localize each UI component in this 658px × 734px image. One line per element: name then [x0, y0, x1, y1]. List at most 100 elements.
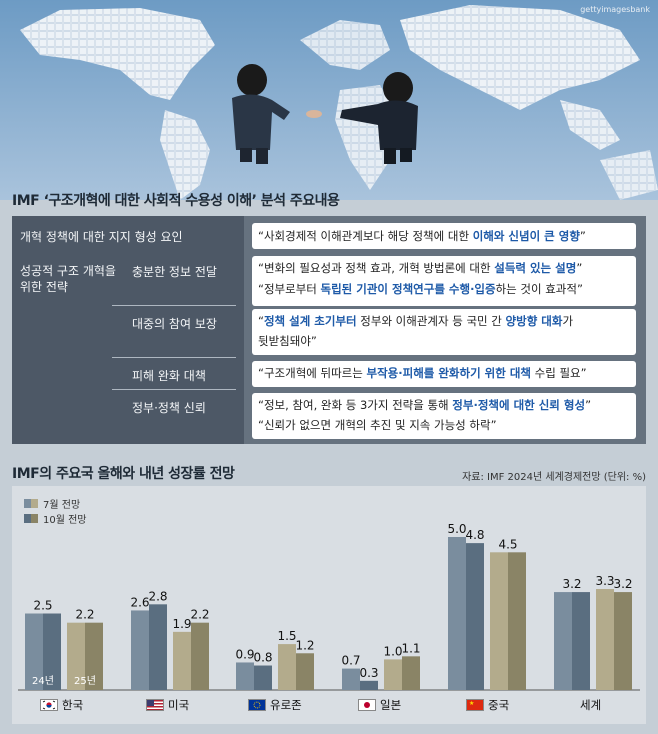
bar-0-2 [67, 622, 85, 690]
quote-text: “변화의 필요성과 정책 효과, 개혁 방법론에 대한 [258, 261, 495, 275]
section-title-reform-analysis: IMF ‘구조개혁에 대한 사회적 수용성 이해’ 분석 주요내용 [12, 193, 340, 209]
data-label: 1.5 [277, 629, 296, 643]
quote-text: ” [585, 398, 592, 412]
strategy-item-trust: 정부·정책 신뢰 [132, 401, 206, 415]
strategy-quote-trust: “정보, 참여, 완화 등 3가지 전략을 통해 정부·정책에 대한 신뢰 형성… [252, 393, 636, 439]
table-left-column [12, 216, 244, 444]
support-factor-label: 개혁 정책에 대한 지지 형성 요인 [20, 230, 183, 244]
category-name: 미국 [168, 698, 190, 712]
bar-5-2 [596, 589, 614, 690]
quote-text: 정부와 이해관계자 등 국민 간 [356, 314, 506, 328]
year-label: 24년 [32, 675, 54, 687]
category-name: 중국 [488, 698, 510, 712]
china-flag-icon: ★ [466, 699, 484, 711]
bar-3-2 [384, 659, 402, 690]
data-label: 2.5 [33, 599, 52, 613]
chart-legend: 7월 전망 10월 전망 [24, 496, 87, 526]
legend-swatch-july [24, 499, 38, 508]
data-label: 0.8 [253, 651, 272, 665]
bar-5-0 [554, 592, 572, 690]
businessperson-left [232, 64, 290, 164]
category-label-eurozone: 유로존 [248, 696, 302, 714]
quote-text: 하는 것이 효과적” [495, 282, 583, 296]
bar-3-0 [342, 668, 360, 690]
quote-text: “정부로부터 [258, 282, 321, 296]
chart-source: 자료: IMF 2024년 세계경제전망 (단위: %) [462, 472, 646, 483]
data-label: 2.6 [130, 595, 149, 609]
data-label: 0.3 [359, 666, 378, 680]
legend-item-july: 7월 전망 [24, 496, 87, 511]
support-factor-quote: “사회경제적 이해관계보다 해당 정책에 대한 이해와 신념이 큰 영향” [252, 223, 636, 249]
legend-label-july: 7월 전망 [43, 500, 81, 511]
hero-photo: gettyimagesbank [0, 0, 658, 200]
quote-highlight: 독립된 기관이 정책연구를 수행·입증 [320, 282, 496, 296]
quote-highlight: 이해와 신념이 큰 영향 [472, 229, 580, 243]
strategy-label: 성공적 구조 개혁을 위한 전략 [20, 264, 116, 294]
bar-0-1 [43, 613, 61, 690]
data-label: 0.7 [341, 654, 360, 668]
quote-highlight: 양방향 대화 [505, 314, 563, 328]
quote-text: “ [258, 314, 264, 328]
growth-forecast-chart: 2.5 2.2 2.6 2.8 1.9 2.2 0.9 0.8 1.5 1.2 0.7 0.3 1.0 1… [12, 486, 646, 724]
bar-3-3 [402, 656, 420, 690]
category-label-japan: 일본 [358, 696, 401, 714]
quote-highlight: 부작용·피해를 완화하기 위한 대책 [366, 366, 532, 380]
data-label: 1.0 [383, 644, 402, 658]
bar-2-1 [254, 665, 272, 690]
bar-0-3 [85, 622, 103, 690]
quote-text: 뒷받침돼야” [258, 334, 317, 348]
category-label-china: ★ 중국 [466, 696, 509, 714]
quote-text: ” [576, 261, 583, 275]
category-label-korea: 한국 [40, 696, 83, 714]
quote-text: ” [579, 229, 586, 243]
bar-chart-canvas: 2.52.22.62.81.92.20.90.81.51.20.70.31.01… [18, 522, 640, 691]
bar-2-3 [296, 653, 314, 690]
data-label: 1.1 [401, 641, 420, 655]
quote-highlight: 정부·정책에 대한 신뢰 형성 [452, 398, 586, 412]
strategy-quote-participation: “정책 설계 초기부터 정부와 이해관계자 등 국민 간 양방향 대화가 뒷받침… [252, 309, 636, 355]
data-label: 0.9 [235, 647, 254, 661]
data-label: 3.2 [613, 577, 632, 591]
quote-text: 수립 필요” [531, 366, 587, 380]
bar-1-3 [191, 622, 209, 690]
strategy-item-information: 충분한 정보 전달 [132, 265, 217, 279]
quote-text: “사회경제적 이해관계보다 해당 정책에 대한 [258, 229, 473, 243]
japan-flag-icon [358, 699, 376, 711]
data-label: 2.2 [75, 608, 94, 622]
category-label-usa: 미국 [146, 696, 189, 714]
handshake-icon [306, 110, 322, 118]
usa-flag-icon [146, 699, 164, 711]
quote-text: “정보, 참여, 완화 등 3가지 전략을 통해 [258, 398, 453, 412]
year-label: 25년 [74, 675, 96, 687]
bar-5-3 [614, 592, 632, 690]
data-label: 5.0 [447, 522, 466, 536]
legend-label-october: 10월 전망 [43, 515, 87, 526]
strategy-item-mitigation: 피해 완화 대책 [132, 369, 206, 383]
bar-1-0 [131, 610, 149, 690]
strategy-item-participation: 대중의 참여 보장 [132, 317, 217, 331]
row-divider [112, 357, 236, 358]
bar-1-2 [173, 631, 191, 690]
quote-text: “신뢰가 없으면 개혁의 추진 및 지속 가능성 하락” [258, 418, 497, 432]
data-label: 4.5 [498, 537, 517, 551]
korea-flag-icon [40, 699, 58, 711]
reform-analysis-table: 개혁 정책에 대한 지지 형성 요인 “사회경제적 이해관계보다 해당 정책에 … [12, 216, 646, 444]
photo-credit: gettyimagesbank [580, 5, 650, 14]
bar-1-1 [149, 604, 167, 690]
legend-swatch-october [24, 514, 38, 523]
legend-item-october: 10월 전망 [24, 511, 87, 526]
bar-0-0 [25, 613, 43, 690]
data-label: 1.9 [172, 617, 191, 631]
quote-text: 가 [562, 314, 574, 328]
quote-highlight: 정책 설계 초기부터 [263, 314, 357, 328]
category-name: 한국 [62, 698, 84, 712]
data-label: 3.2 [562, 577, 581, 591]
bar-3-1 [360, 680, 378, 690]
bar-4-1 [466, 543, 484, 690]
data-label: 1.2 [295, 638, 314, 652]
data-label: 3.3 [595, 574, 614, 588]
category-label-world: 세계 [580, 696, 601, 714]
bar-4-0 [448, 537, 466, 690]
data-label: 2.8 [148, 589, 167, 603]
strategy-quote-mitigation: “구조개혁에 뒤따르는 부작용·피해를 완화하기 위한 대책 수립 필요” [252, 361, 636, 387]
